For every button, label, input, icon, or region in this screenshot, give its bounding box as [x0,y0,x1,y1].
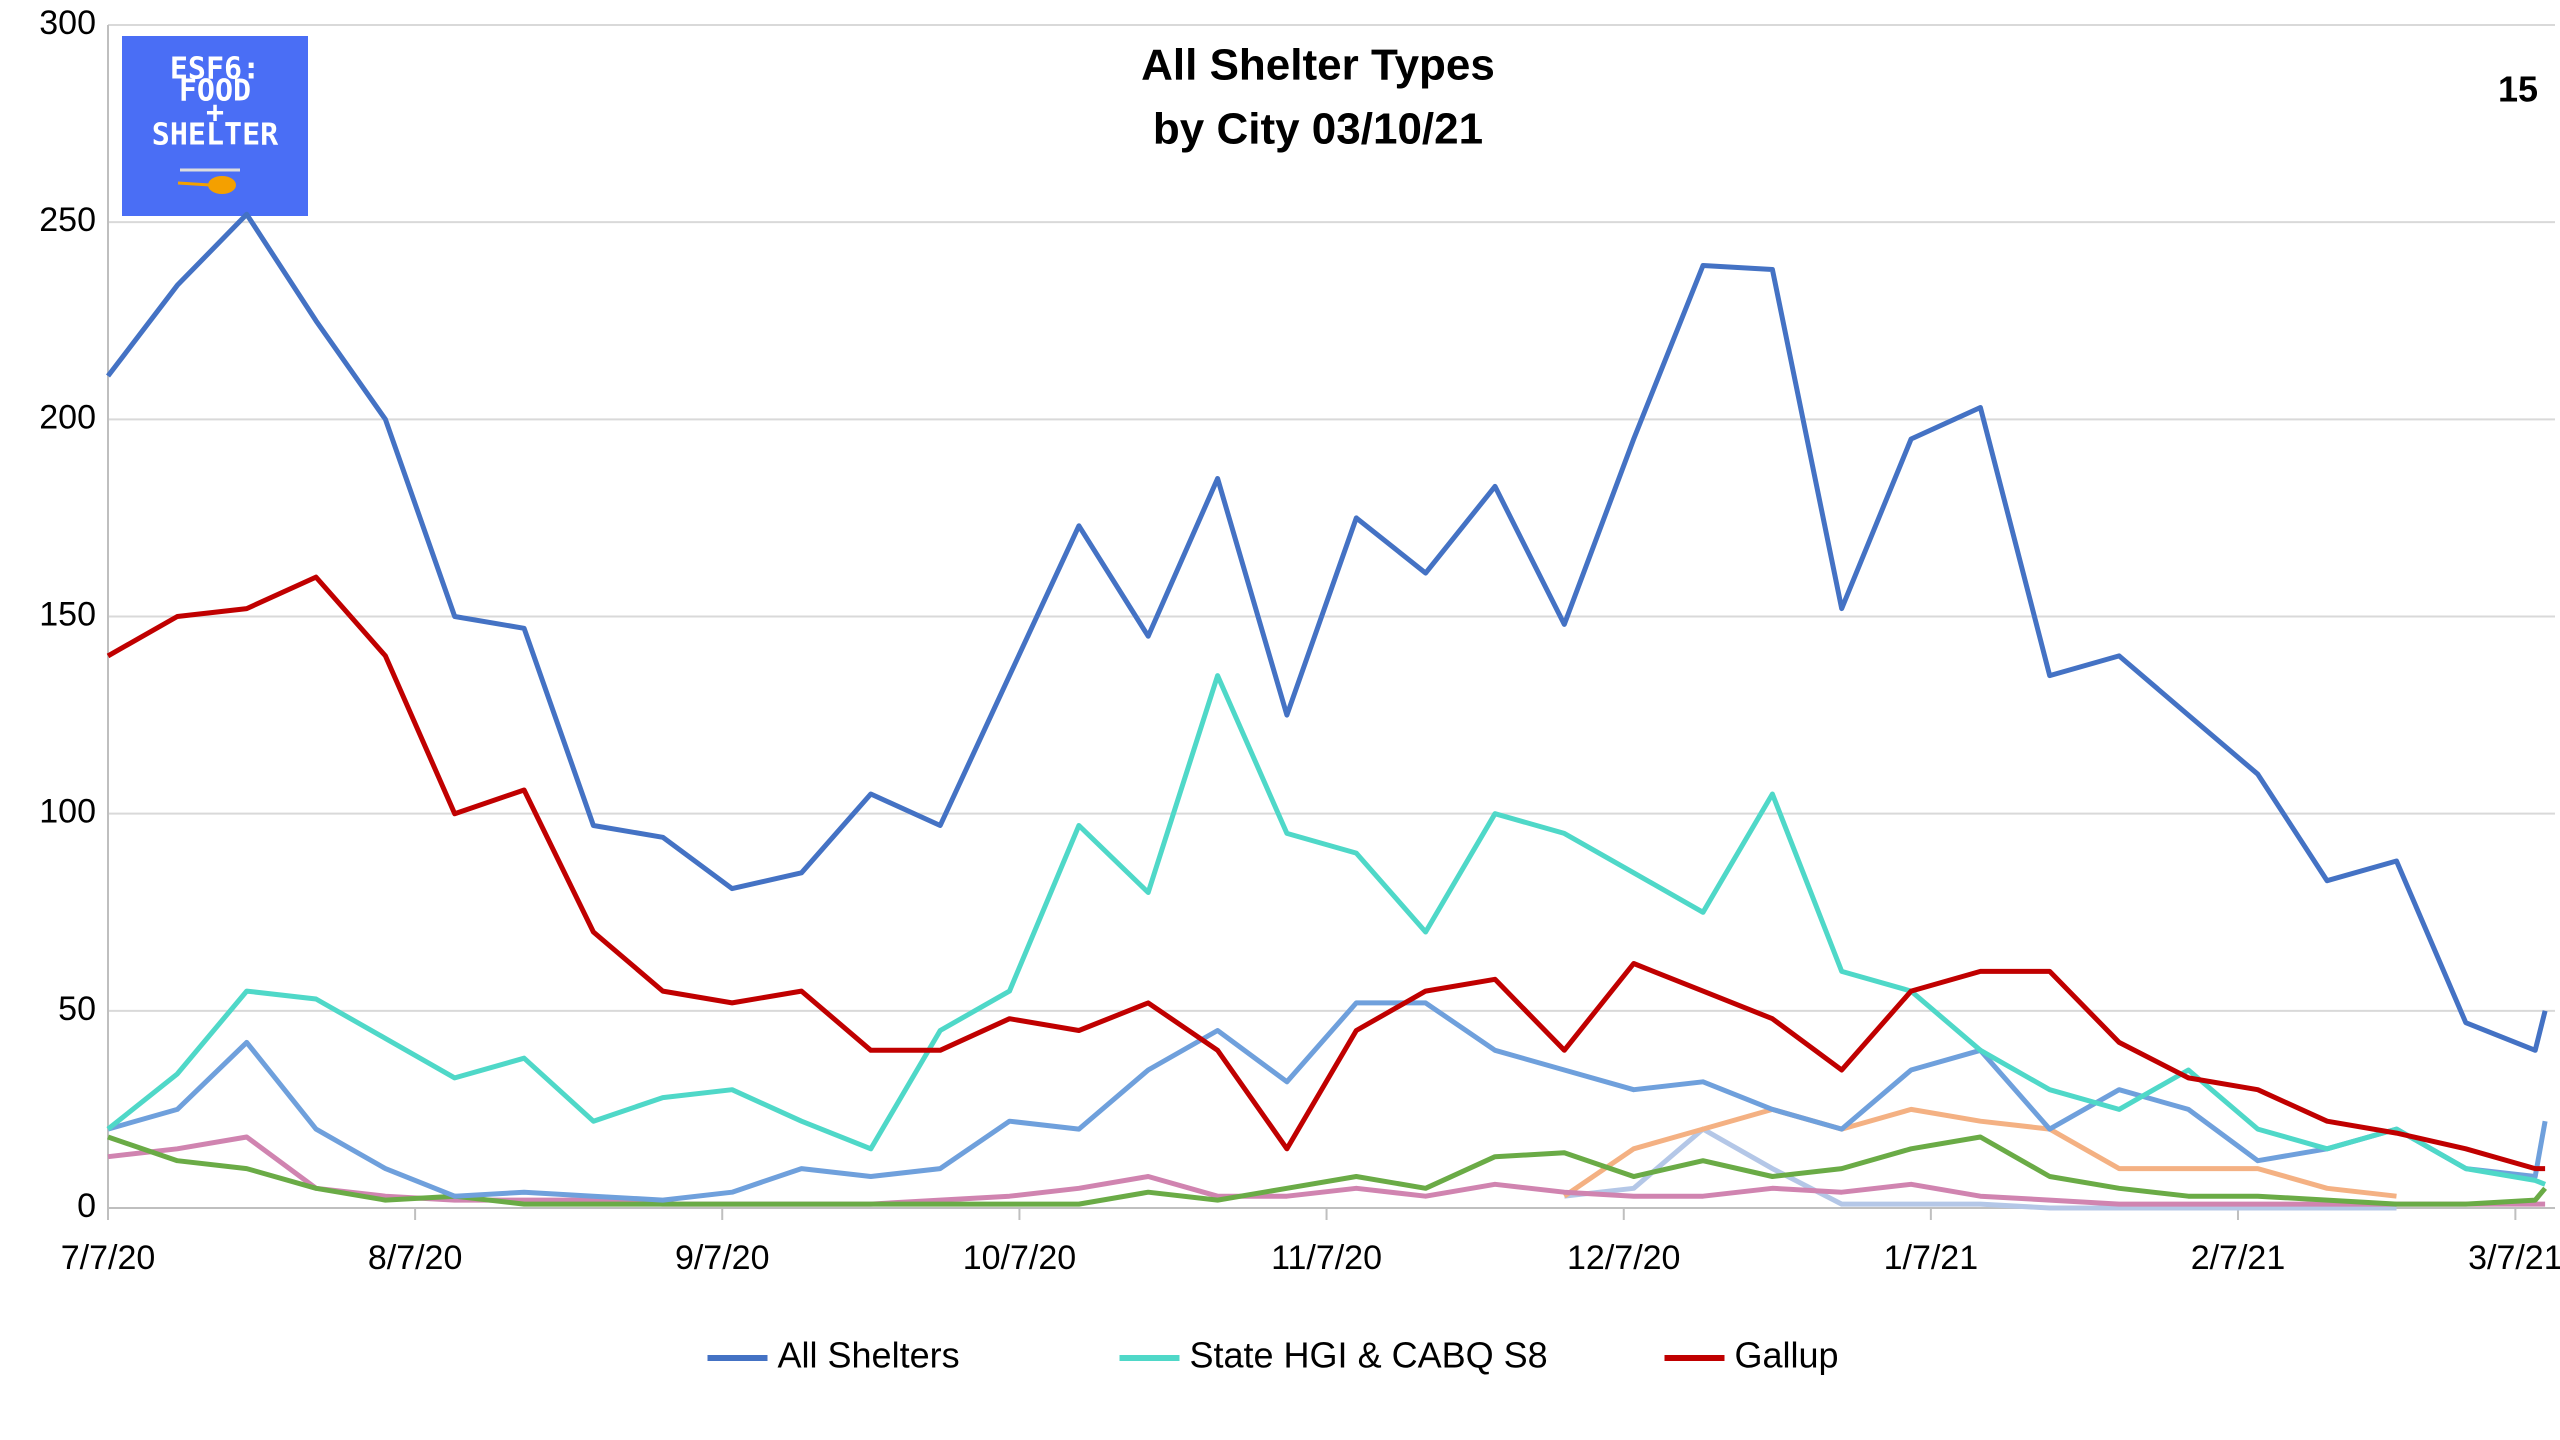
x-tick-label: 2/7/21 [2191,1239,2286,1277]
logo-helicopter [208,176,236,194]
y-tick-label: 50 [58,990,96,1028]
legend-label: State HGI & CABQ S8 [1190,1335,1548,1376]
x-tick-label: 11/7/20 [1271,1239,1382,1277]
legend-label: Gallup [1735,1335,1839,1376]
series-line [106,673,2547,1187]
y-tick-label: 150 [39,595,96,633]
chart-title: All Shelter Types [1141,41,1495,90]
logo-text: FOOD [179,74,251,109]
x-tick-label: 12/7/20 [1567,1239,1680,1277]
series-line [107,1134,2548,1207]
series-line [106,211,2548,1053]
chart-subtitle: by City 03/10/21 [1153,105,1483,154]
x-tick-label: 7/7/20 [61,1239,156,1277]
x-tick-label: 1/7/21 [1884,1239,1979,1277]
legend-label: All Shelters [778,1335,960,1376]
series-line [107,1000,2548,1203]
y-tick-label: 300 [39,4,96,42]
x-tick-label: 10/7/20 [963,1239,1076,1277]
page-number: 15 [2498,69,2538,110]
y-tick-label: 0 [77,1187,96,1225]
x-tick-label: 3/7/21 [2468,1239,2560,1277]
logo-text: + [206,96,224,131]
series-line [107,1134,2546,1207]
y-tick-label: 200 [39,398,96,436]
logo-text: SHELTER [152,118,279,153]
x-tick-label: 9/7/20 [675,1239,770,1277]
series-line [106,574,2546,1172]
y-tick-label: 250 [39,201,96,239]
x-tick-label: 8/7/20 [368,1239,463,1277]
y-tick-label: 100 [39,793,96,831]
series-line [1562,1106,2397,1199]
logo: ESF6: FOOD + SHELTER [122,36,308,216]
logo-tail [177,181,211,187]
logo-text: ESF6: [170,52,260,87]
